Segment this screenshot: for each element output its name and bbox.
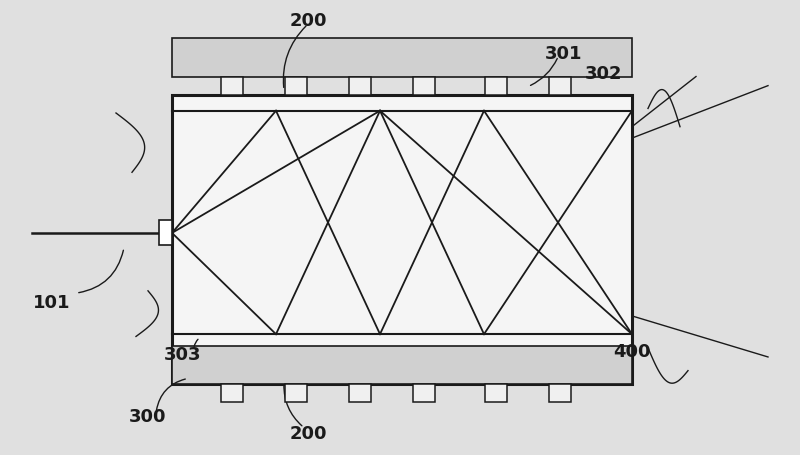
Bar: [172, 346, 632, 384]
Bar: [285, 384, 307, 402]
Bar: [221, 78, 243, 96]
Bar: [549, 384, 571, 402]
Text: 200: 200: [290, 11, 326, 30]
Bar: [413, 384, 435, 402]
Text: 300: 300: [130, 407, 166, 425]
Bar: [349, 78, 371, 96]
Bar: [221, 384, 243, 402]
Bar: [172, 39, 632, 77]
Bar: [413, 78, 435, 96]
Text: 302: 302: [586, 65, 622, 83]
Text: 303: 303: [164, 345, 201, 363]
Text: 301: 301: [546, 45, 582, 63]
Bar: [485, 384, 507, 402]
Bar: [159, 221, 172, 246]
Text: 200: 200: [290, 424, 326, 442]
Bar: [485, 78, 507, 96]
Text: 400: 400: [614, 342, 650, 360]
Bar: [349, 384, 371, 402]
Bar: [549, 78, 571, 96]
Text: 101: 101: [34, 293, 70, 312]
Bar: [285, 78, 307, 96]
Bar: [172, 96, 632, 384]
